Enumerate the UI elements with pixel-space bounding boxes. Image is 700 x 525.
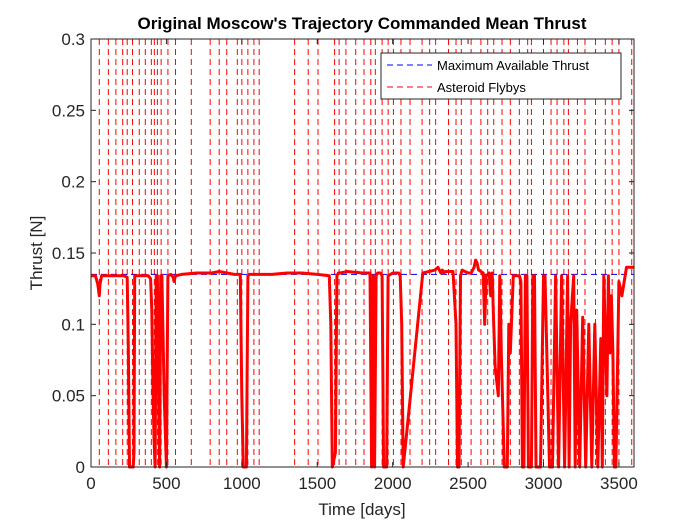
x-tick-label: 2500 — [449, 474, 487, 493]
legend-box — [380, 52, 622, 100]
chart-title: Original Moscow's Trajectory Commanded M… — [138, 14, 587, 33]
y-tick-label: 0.3 — [61, 30, 85, 49]
y-tick-label: 0 — [76, 458, 85, 477]
x-axis-ticks: 0 500 1000 1500 2000 2500 3000 3500 — [86, 39, 638, 493]
x-tick-label: 3500 — [600, 474, 638, 493]
y-tick-label: 0.25 — [52, 101, 85, 120]
y-tick-label: 0.2 — [61, 173, 85, 192]
asteroid-flyby-lines — [98, 39, 633, 467]
legend-label-flybys: Asteroid Flybys — [437, 80, 526, 95]
legend-label-max-thrust: Maximum Available Thrust — [437, 58, 589, 73]
x-axis-label: Time [days] — [318, 500, 405, 519]
x-tick-label: 1000 — [223, 474, 261, 493]
y-tick-label: 0.05 — [52, 387, 85, 406]
y-axis-label: Thrust [N] — [27, 216, 46, 291]
thrust-series-line — [91, 258, 634, 469]
x-tick-label: 500 — [152, 474, 180, 493]
x-tick-label: 1500 — [298, 474, 336, 493]
x-tick-label: 0 — [86, 474, 95, 493]
x-tick-label: 3000 — [525, 474, 563, 493]
y-axis-ticks: 0 0.05 0.1 0.15 0.2 0.25 0.3 — [52, 30, 634, 477]
y-tick-label: 0.1 — [61, 315, 85, 334]
legend: Maximum Available Thrust Asteroid Flybys — [380, 52, 622, 100]
y-tick-label: 0.15 — [52, 244, 85, 263]
x-tick-label: 2000 — [374, 474, 412, 493]
